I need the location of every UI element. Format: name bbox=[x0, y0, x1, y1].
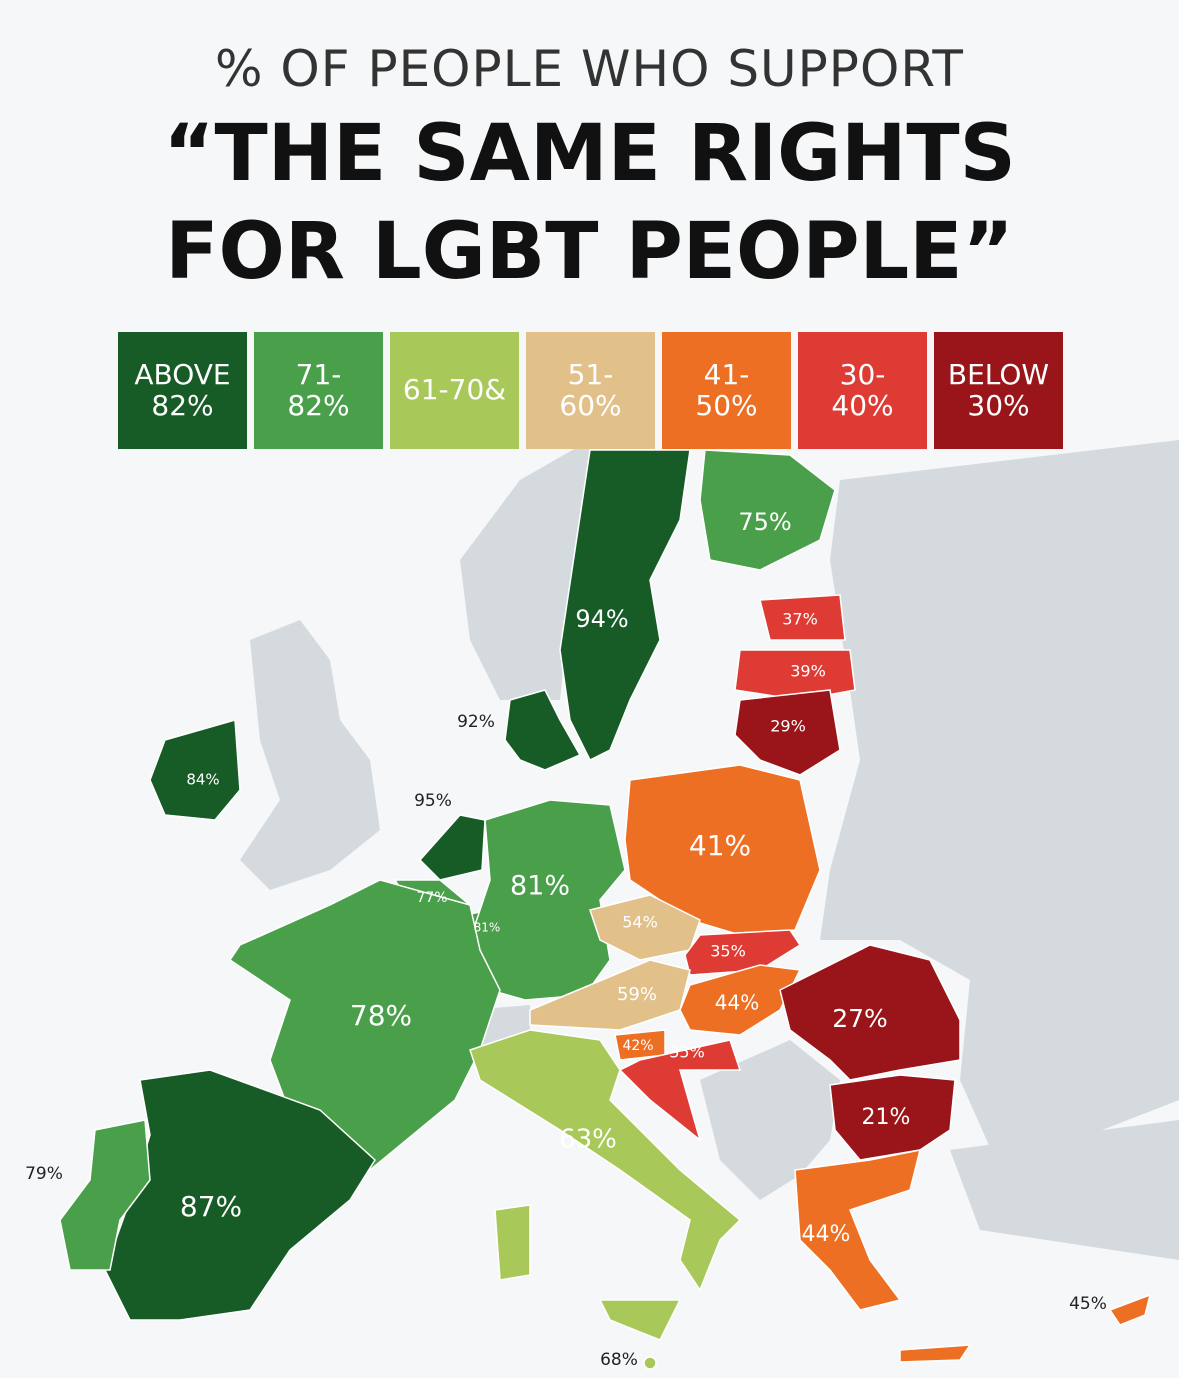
region-label: 37% bbox=[782, 610, 818, 629]
country bbox=[469, 1029, 742, 1292]
region-label: 35% bbox=[669, 1043, 705, 1062]
subtitle: % OF PEOPLE WHO SUPPORT bbox=[215, 40, 964, 98]
region-label: 92% bbox=[457, 712, 495, 732]
background-land bbox=[240, 440, 1179, 1260]
country bbox=[418, 814, 486, 881]
countries bbox=[59, 449, 1152, 1370]
header: % OF PEOPLE WHO SUPPORT “THE SAME RIGHTS… bbox=[0, 40, 1179, 301]
country bbox=[699, 449, 836, 571]
region-label: 75% bbox=[738, 508, 791, 536]
legend-item: 41-50% bbox=[662, 332, 791, 449]
country bbox=[149, 719, 241, 821]
region-label: 68% bbox=[600, 1350, 638, 1370]
country bbox=[618, 1039, 742, 1143]
region-label: 21% bbox=[862, 1105, 911, 1130]
legend: ABOVE 82% 71-82% 61-70& 51-60% 41-50% 30-40% B… bbox=[118, 332, 1063, 449]
country bbox=[759, 594, 846, 641]
country bbox=[228, 879, 501, 1171]
region-label: 81% bbox=[474, 921, 501, 935]
region-label: 44% bbox=[715, 991, 759, 1015]
land bbox=[240, 620, 380, 890]
country bbox=[734, 689, 841, 776]
region-label: 44% bbox=[802, 1222, 851, 1247]
legend-item: BELOW 30% bbox=[934, 332, 1063, 449]
land bbox=[820, 440, 1179, 1170]
region-label: 41% bbox=[689, 829, 751, 862]
region-label: 54% bbox=[622, 913, 658, 932]
legend-item: ABOVE 82% bbox=[118, 332, 247, 449]
region-label: 27% bbox=[832, 1004, 888, 1033]
labels: 94% 75% 37% 39% 29% 92% 84% 95% 77% 81% 81% 41% 54% 3… bbox=[25, 508, 1107, 1370]
region-label: 42% bbox=[622, 1038, 653, 1054]
country bbox=[899, 1344, 972, 1363]
country bbox=[529, 959, 691, 1031]
country bbox=[59, 1119, 151, 1271]
country bbox=[494, 1204, 531, 1281]
legend-item: 51-60% bbox=[526, 332, 655, 449]
region-label: 29% bbox=[770, 717, 806, 736]
land bbox=[950, 1120, 1179, 1260]
country bbox=[504, 689, 582, 771]
legend-item: 71-82% bbox=[254, 332, 383, 449]
region-label: 77% bbox=[416, 890, 447, 906]
region-label: 79% bbox=[25, 1164, 63, 1184]
country bbox=[794, 1149, 922, 1311]
region-label: 78% bbox=[350, 999, 412, 1032]
region-label: 35% bbox=[710, 942, 746, 961]
legend-item: 30-40% bbox=[798, 332, 927, 449]
country bbox=[1108, 1293, 1152, 1326]
region-label: 39% bbox=[790, 662, 826, 681]
country bbox=[643, 1356, 657, 1370]
region-label: 59% bbox=[617, 984, 657, 1005]
country bbox=[779, 944, 961, 1081]
country bbox=[598, 1299, 682, 1341]
region-label: 87% bbox=[180, 1190, 242, 1223]
region-label: 63% bbox=[559, 1125, 617, 1155]
region-label: 81% bbox=[510, 871, 570, 902]
region-label: 84% bbox=[186, 771, 219, 789]
region-label: 95% bbox=[414, 791, 452, 811]
region-label: 45% bbox=[1069, 1294, 1107, 1314]
title: “THE SAME RIGHTS FOR LGBT PEOPLE” bbox=[163, 109, 1016, 297]
land bbox=[700, 1040, 840, 1200]
country bbox=[559, 449, 691, 762]
country bbox=[679, 964, 802, 1036]
legend-item: 61-70& bbox=[390, 332, 519, 449]
region-label: 94% bbox=[575, 605, 628, 633]
country bbox=[829, 1074, 956, 1161]
